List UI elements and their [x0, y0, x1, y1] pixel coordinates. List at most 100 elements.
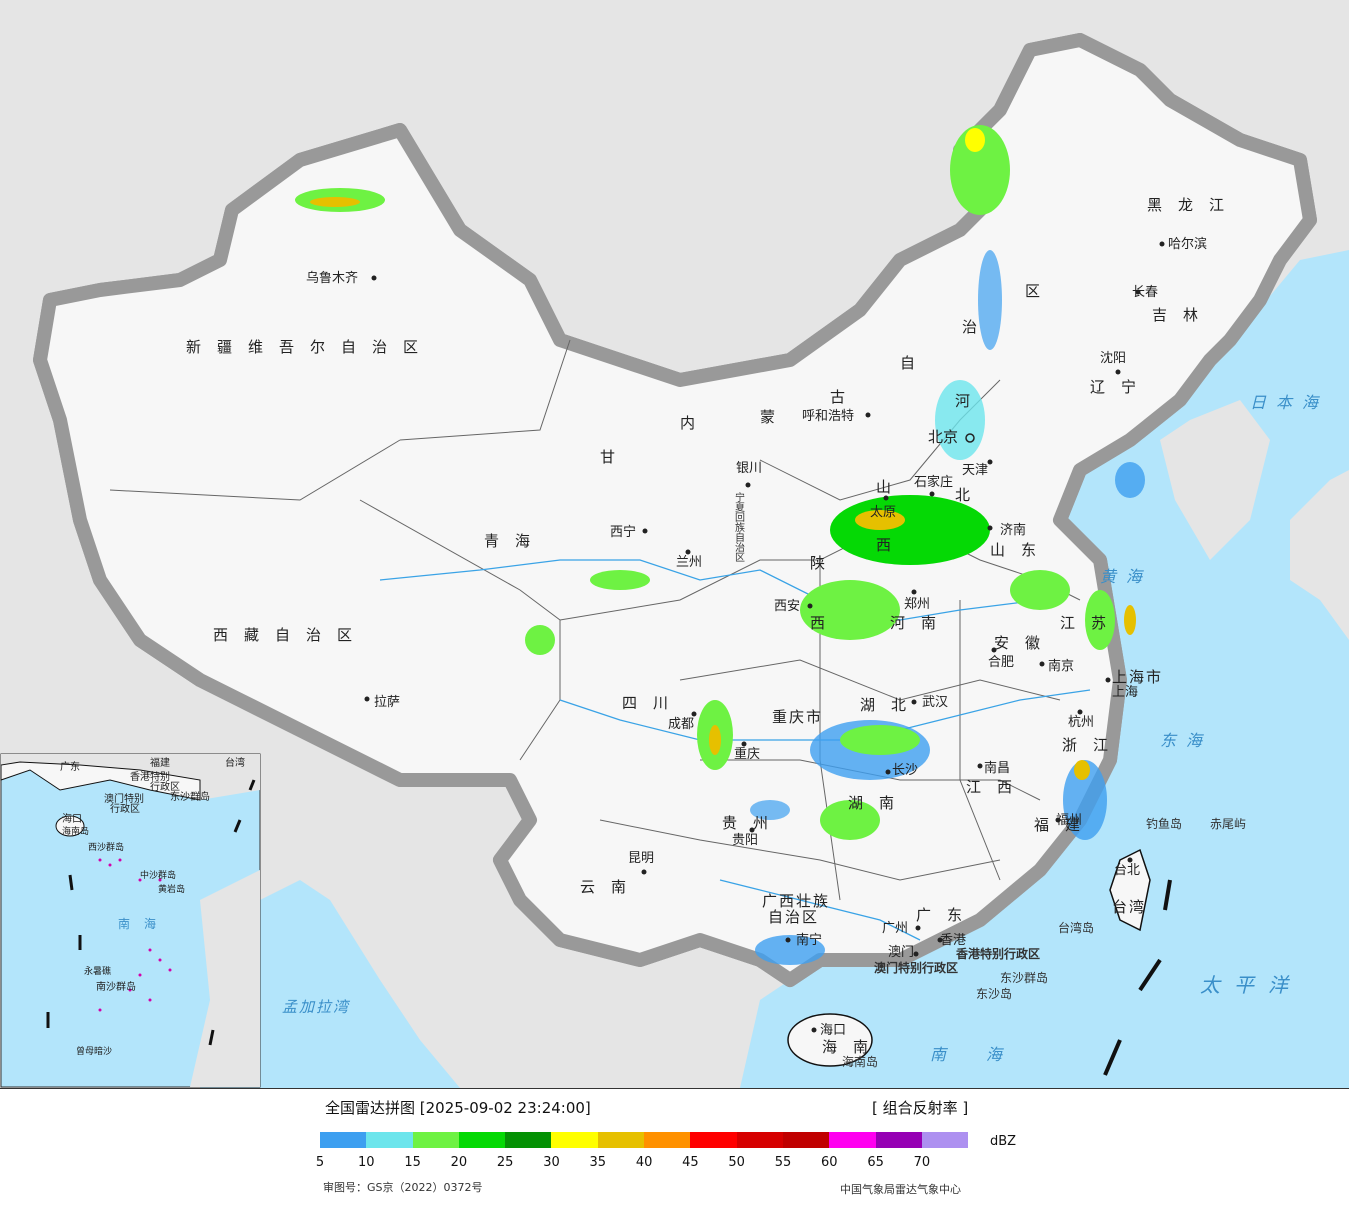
boundary-dashes: [1103, 879, 1172, 1076]
legend-unit: dBZ: [990, 1134, 1017, 1149]
inset-label: 香港特别: [130, 771, 170, 783]
city-label: 呼和浩特: [802, 409, 854, 424]
city-label: 昆明: [628, 851, 654, 866]
province-label: 浙江: [1062, 736, 1124, 754]
city-label: 重庆: [734, 746, 760, 762]
approval-number: 审图号：GS京（2022）0372号: [323, 1181, 483, 1194]
colorbar-tick-label: 50: [728, 1155, 745, 1170]
colorbar-tick-label: 65: [867, 1155, 884, 1170]
inset-label: 南沙群岛: [96, 980, 136, 993]
colorbar-tick-label: 30: [543, 1155, 560, 1170]
inset-label: 海南岛: [62, 825, 89, 837]
province-label: 新疆维吾尔自治区: [186, 338, 434, 356]
colorbar-swatch: [875, 1132, 922, 1148]
province-label: 治: [962, 318, 993, 336]
colorbar-tick-label: 40: [635, 1155, 653, 1170]
inset-label: 东沙群岛: [170, 790, 210, 803]
city-label: 海口: [820, 1023, 846, 1038]
city-label: 南京: [1048, 658, 1074, 674]
inset-sea-label: 南海: [118, 916, 170, 931]
city-label: 成都: [668, 717, 694, 732]
sea-label: 南海: [930, 1045, 1042, 1064]
province-label: 云南: [580, 878, 642, 896]
city-label: 香港: [940, 933, 966, 948]
city-label: 沈阳: [1100, 351, 1126, 366]
island-label: 东沙群岛: [1000, 970, 1048, 985]
colorbar-swatch: [690, 1132, 737, 1148]
inset-map: 广东 福建 台湾 香港特别 行政区 澳门特别 行政区 东沙群岛 海口 海南岛 西…: [0, 753, 261, 1088]
colorbar-swatch: [505, 1132, 552, 1148]
colorbar-swatch: [921, 1132, 969, 1148]
region-label: 澳门特别行政区: [874, 960, 958, 975]
colorbar-swatch: [644, 1132, 691, 1148]
colorbar-tick-label: 15: [404, 1155, 421, 1170]
bengal-sea: [200, 880, 460, 1088]
city-label: 郑州: [904, 597, 930, 612]
city-label: 广州: [882, 921, 908, 936]
inset-label: 行政区: [150, 780, 180, 793]
city-label: 太原: [870, 505, 896, 520]
colorbar-tick-label: 45: [682, 1155, 699, 1170]
province-label: 安徽: [994, 634, 1056, 652]
hainan-island: [787, 1013, 873, 1067]
city-label: 南昌: [984, 760, 1010, 776]
province-label: 西: [810, 614, 841, 632]
city-label: 台北: [1114, 863, 1140, 878]
korea-land: [1160, 400, 1270, 560]
colorbar-swatch: [366, 1132, 413, 1148]
city-label: 长沙: [892, 763, 918, 778]
province-label: 福建: [1034, 816, 1096, 834]
city-label: 南宁: [796, 932, 822, 948]
city-label: 杭州: [1068, 715, 1094, 730]
province-label: 蒙: [760, 408, 791, 426]
province-label: 贵州: [722, 814, 784, 832]
city-dots: [364, 241, 1165, 1033]
colorbar-swatch: [320, 1132, 367, 1148]
source-credit: 中国气象局雷达气象中心: [840, 1183, 961, 1196]
province-label: 海南: [822, 1038, 884, 1056]
city-labels: 乌鲁木齐 拉萨 西宁 兰州 银川 呼和浩特 北京 天津 石家庄 太原 济南 西安…: [306, 236, 1207, 1038]
province-label: 江西: [966, 778, 1028, 796]
province-label: 甘: [600, 448, 631, 466]
inset-label: 澳门特别: [104, 792, 144, 805]
inset-label: 中沙群岛: [140, 869, 176, 881]
province-label: 重庆市: [772, 708, 823, 726]
province-label: 内: [680, 414, 711, 432]
province-label: 陕: [810, 554, 841, 572]
city-label: 天津: [962, 463, 988, 478]
sea-label: 东海: [1160, 731, 1212, 750]
city-label: 西宁: [610, 524, 636, 540]
city-label: 西安: [774, 599, 800, 614]
island-label: 东沙岛: [976, 986, 1012, 1001]
province-label: 青海: [484, 532, 546, 550]
sea-label: 黄海: [1100, 567, 1152, 586]
city-label: 福州: [1056, 813, 1082, 828]
inset-label: 曾母暗沙: [76, 1045, 112, 1057]
island-label: 赤尾屿: [1210, 817, 1246, 831]
sea-label: 日本海: [1250, 393, 1328, 412]
province-label: 上海市: [1112, 668, 1163, 686]
sea-label: 太平洋: [1200, 973, 1302, 997]
inset-label: 西沙群岛: [88, 841, 124, 853]
inset-label: 黄岩岛: [158, 883, 185, 895]
city-label: 长春: [1132, 285, 1158, 300]
radar-echoes: [295, 125, 1145, 965]
province-label: 山东: [990, 541, 1052, 559]
colorbar-swatch: [551, 1132, 598, 1148]
inset-label: 台湾: [225, 756, 245, 769]
province-label: 广西壮族: [762, 892, 830, 910]
city-label: 澳门: [888, 944, 914, 960]
province-label: 广东: [916, 906, 978, 924]
province-label: 自治区: [768, 908, 819, 926]
region-label: 香港特别行政区: [955, 946, 1040, 961]
province-label: 自: [900, 354, 931, 372]
colorbar-tick-label: 5: [315, 1155, 325, 1170]
colorbar-swatch: [597, 1132, 645, 1148]
city-label: 北京: [928, 428, 958, 446]
city-label: 石家庄: [914, 474, 953, 490]
province-label: 西: [876, 536, 907, 554]
province-label: 区: [1025, 282, 1056, 300]
city-label: 上海: [1112, 685, 1138, 700]
taiwan-island: [1109, 848, 1151, 932]
colorbar-swatch: [829, 1132, 876, 1148]
